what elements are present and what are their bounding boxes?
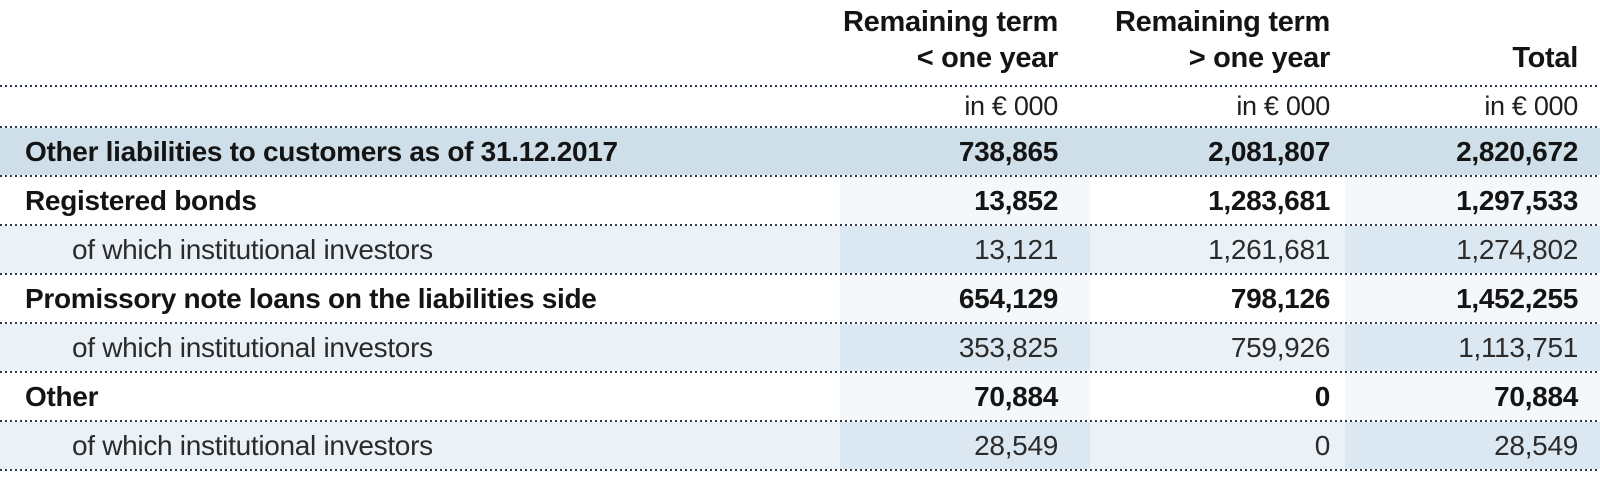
value-gt-one-year: 2,081,807 (1208, 135, 1330, 167)
bottom-margin (0, 471, 1600, 477)
unit-label: in € 000 (1484, 91, 1578, 121)
value-total: 28,549 (1345, 422, 1600, 469)
value-gt-one-year: 759,926 (1230, 331, 1330, 363)
separator-line (0, 322, 1600, 324)
value-lt-one-year: 738,865 (958, 135, 1058, 167)
separator-line (0, 273, 1600, 275)
value-gt-one-year: 0 (1314, 380, 1331, 412)
value-total: 1,113,751 (1345, 324, 1600, 371)
row-label: Registered bonds (25, 184, 257, 216)
value-lt-one-year: 13,121 (840, 226, 1090, 273)
units-empty-cell (0, 87, 840, 126)
value-lt-one-year: 654,129 (840, 275, 1090, 322)
column-header-line1: Remaining term (1115, 6, 1330, 38)
row-label: Promissory note loans on the liabilities… (25, 282, 597, 314)
separator-line (0, 371, 1600, 373)
unit-label: in € 000 (1236, 91, 1330, 121)
value-total: 2,820,672 (1456, 135, 1578, 167)
table-row-other: Other 70,884 0 70,884 (0, 373, 1600, 420)
table-row-other-liabilities-total: Other liabilities to customers as of 31.… (0, 128, 1600, 175)
column-header-remaining-term-gt-one-year: Remaining term > one year (1090, 0, 1345, 85)
table-header-row: Remaining term < one year Remaining term… (0, 0, 1600, 85)
value-gt-one-year: 0 (1314, 429, 1331, 461)
value-gt-one-year: 798,126 (1230, 282, 1330, 314)
row-label: of which institutional investors (72, 331, 433, 363)
column-header-line2: Total (1512, 42, 1578, 75)
value-lt-one-year: 70,884 (840, 373, 1090, 420)
column-header-line2: < one year (916, 42, 1059, 75)
table-units-row: in € 000 in € 000 in € 000 (0, 87, 1600, 126)
separator-line (0, 420, 1600, 422)
table-row-registered-bonds: Registered bonds 13,852 1,283,681 1,297,… (0, 177, 1600, 224)
value-lt-one-year: 353,825 (840, 324, 1090, 371)
separator-line (0, 175, 1600, 177)
table-row-promissory-note-loans: Promissory note loans on the liabilities… (0, 275, 1600, 322)
separator-line (0, 126, 1600, 128)
value-gt-one-year: 1,283,681 (1208, 184, 1330, 216)
separator-line (0, 224, 1600, 226)
separator-line (0, 85, 1600, 87)
value-total: 1,452,255 (1345, 275, 1600, 322)
unit-label: in € 000 (964, 91, 1058, 121)
value-lt-one-year: 28,549 (840, 422, 1090, 469)
value-lt-one-year: 13,852 (840, 177, 1090, 224)
header-empty-cell (0, 0, 840, 85)
table-row-other-institutional: of which institutional investors 28,549 … (0, 422, 1600, 469)
value-total: 70,884 (1345, 373, 1600, 420)
column-header-line1: Remaining term (843, 6, 1058, 38)
value-total: 1,297,533 (1345, 177, 1600, 224)
row-label: of which institutional investors (72, 233, 433, 265)
table-row-promissory-institutional: of which institutional investors 353,825… (0, 324, 1600, 371)
row-label: of which institutional investors (72, 429, 433, 461)
separator-line (0, 469, 1600, 471)
column-header-line2: > one year (1188, 42, 1331, 75)
row-label: Other (25, 380, 99, 412)
column-header-total: Total (1345, 0, 1600, 85)
column-header-remaining-term-lt-one-year: Remaining term < one year (840, 0, 1090, 85)
value-total: 1,274,802 (1345, 226, 1600, 273)
row-label: Other liabilities to customers as of 31.… (25, 135, 618, 167)
table-row-registered-bonds-institutional: of which institutional investors 13,121 … (0, 226, 1600, 273)
value-gt-one-year: 1,261,681 (1208, 233, 1330, 265)
